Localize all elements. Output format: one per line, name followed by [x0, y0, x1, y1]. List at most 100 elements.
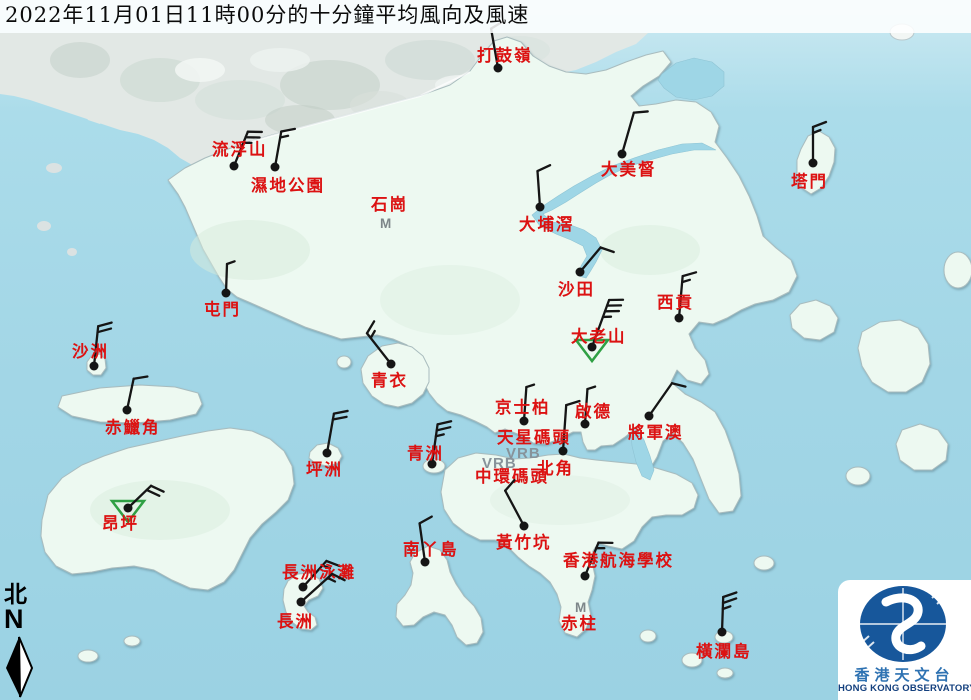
hko-logo: 香港天文台 HONG KONG OBSERVATORY: [838, 580, 971, 700]
station: 大埔滘: [519, 164, 575, 234]
hko-english-name: HONG KONG OBSERVATORY: [838, 683, 971, 694]
wind-barb: [224, 260, 236, 295]
station: 打鼓嶺: [477, 20, 531, 73]
station-dot: [674, 313, 684, 323]
station-label: 青洲: [407, 443, 444, 463]
station-label: 石崗: [370, 195, 408, 214]
station-label: 濕地公園: [251, 175, 325, 195]
station-dot: [575, 267, 585, 277]
station-label: 屯門: [204, 299, 241, 319]
wind-barb: [583, 385, 597, 426]
station-label: 橫瀾島: [696, 641, 752, 661]
station-dot: [322, 448, 332, 458]
title-text: 2022年11月01日11時00分的十分鐘平均風向及風速: [5, 3, 530, 27]
station: M赤柱: [561, 600, 598, 633]
gust-triangle-icon: [573, 338, 611, 364]
station: 啟德: [575, 385, 610, 429]
airport-island: [57, 384, 203, 424]
missing-data-marker: M: [575, 600, 586, 615]
wind-barb: [325, 409, 349, 455]
station-dot: [221, 288, 231, 298]
border-river: [249, 71, 471, 143]
station-label: 香港航海學校: [563, 550, 674, 570]
wind-barb: [583, 541, 614, 578]
station: 北角: [537, 399, 581, 478]
station: 將軍澳: [628, 382, 687, 442]
junk-bay: [630, 426, 655, 481]
station-dot: [122, 405, 132, 415]
station-label: 流浮山: [212, 139, 268, 159]
lamma-island: [395, 545, 484, 646]
station: 赤鱲角: [105, 375, 159, 437]
inland-waters: [249, 57, 725, 481]
station-label: 赤柱: [561, 613, 598, 633]
wind-barb: [125, 375, 149, 412]
station-dot: [420, 557, 430, 567]
station-label: 沙洲: [72, 342, 109, 361]
station-label: 南丫島: [403, 539, 459, 559]
wind-barb: [677, 271, 698, 320]
station-label: 西貢: [657, 293, 694, 312]
wind-barb: [811, 120, 828, 165]
station-label: 天星碼頭: [497, 428, 571, 447]
station-label: 中環碼頭: [475, 466, 549, 486]
wind-barb: [92, 321, 113, 368]
station: 京士柏: [495, 383, 549, 426]
station-dot: [386, 359, 396, 369]
station: 塔門: [791, 120, 828, 191]
wind-barb: [299, 572, 346, 604]
station-dot: [717, 627, 727, 637]
station-dot: [519, 416, 529, 426]
wind-barb: [126, 484, 165, 510]
station: 沙田: [558, 246, 615, 299]
vrb-marker: VRB: [482, 455, 517, 472]
station-label: 北角: [537, 458, 574, 478]
wind-barb: [536, 164, 552, 209]
wind-barb: [720, 591, 738, 634]
north-indicator: 北 N: [4, 583, 44, 633]
hko-chinese-name: 香港天文台: [854, 666, 955, 684]
station: 香港航海學校: [563, 541, 674, 581]
wind-barb: [561, 399, 581, 453]
station-dot: [587, 342, 597, 352]
tolo-harbour: [531, 142, 717, 279]
station: 橫瀾島: [696, 591, 752, 661]
station: 青衣: [365, 320, 408, 390]
station-dot: [535, 202, 545, 212]
station-dot: [493, 63, 503, 73]
station-dot: [427, 459, 437, 469]
station: M 石崗: [370, 195, 408, 231]
station-label: 塔門: [791, 171, 828, 191]
station-dot: [580, 419, 590, 429]
station: 黃竹坑: [495, 479, 552, 552]
wind-barb: [620, 110, 649, 156]
wind-barb: [590, 298, 625, 349]
gust-triangle-icon: [109, 499, 147, 525]
station-label: 大埔滘: [519, 214, 575, 234]
map-title: 2022年11月01日11時00分的十分鐘平均風向及風速: [0, 0, 971, 33]
wind-barb: [522, 383, 536, 423]
station-label: 黃竹坑: [495, 532, 552, 552]
station: 濕地公園: [251, 127, 325, 195]
wind-barb: [418, 515, 433, 564]
station-label: 青衣: [371, 370, 408, 390]
station-label: 長洲泳灘: [282, 562, 356, 582]
station-label: 沙田: [558, 280, 595, 299]
station: 大老山: [571, 298, 625, 364]
station-dot: [89, 361, 99, 371]
north-arrow-needle: [6, 636, 34, 698]
station-dot: [270, 162, 280, 172]
station-label: 坪洲: [306, 460, 343, 479]
station: 長洲: [277, 572, 346, 631]
station-label: 長洲: [277, 612, 314, 631]
tsing-yi-island: [360, 342, 430, 408]
station-dot: [617, 149, 627, 159]
station: 青洲: [407, 420, 453, 469]
station-dot: [808, 158, 818, 168]
station: 流浮山: [212, 130, 268, 171]
wind-barb: [301, 559, 341, 589]
hill-shading: [90, 220, 700, 540]
vrb-marker: VRB: [506, 445, 541, 462]
